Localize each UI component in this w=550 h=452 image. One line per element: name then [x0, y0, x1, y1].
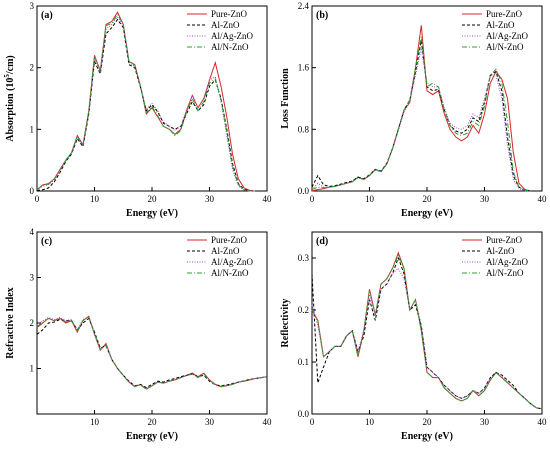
panel-d: 0 10 20 30 40 0.0 0.1 0.2 0.3 (d) Energy (eV) Refle… — [280, 231, 548, 442]
legend-label: Al/Ag-ZnO — [211, 31, 253, 41]
x-tick-label: 20 — [423, 194, 433, 204]
series-line-al-n-zno — [311, 254, 543, 410]
x-axis-title: Energy (eV) — [126, 208, 178, 219]
y-tick-label: 2 — [30, 318, 35, 328]
x-tick-label: 10 — [90, 194, 100, 204]
x-tick-label: 30 — [480, 194, 490, 204]
panel-a: 0 10 20 30 40 0 1 2 3 (a) Energy (eV) Absorption (1… — [3, 1, 272, 219]
x-tick-label: 40 — [538, 194, 548, 204]
panel-b: 0 10 20 30 40 0.0 0.8 1.6 2.4 (b) Energy (eV) Loss … — [280, 1, 547, 219]
x-tick-label: 20 — [423, 417, 433, 427]
x-tick-label: 20 — [148, 417, 158, 427]
x-tick-label: 30 — [205, 194, 215, 204]
y-tick-label: 4 — [30, 227, 35, 237]
series-line-al-zno — [36, 18, 256, 192]
series-line-al-zno — [311, 256, 543, 410]
x-tick-label: 0 — [310, 417, 315, 427]
series-line-pure-zno — [36, 315, 268, 390]
series-line-al-zno — [311, 40, 531, 192]
series-line-al-zno — [36, 317, 268, 389]
legend-label: Al-ZnO — [486, 246, 515, 256]
y-tick-label: 2.4 — [298, 1, 310, 11]
y-tick-label: 1 — [30, 364, 35, 374]
x-tick-label: 0 — [35, 194, 40, 204]
x-tick-label: 10 — [90, 417, 100, 427]
y-tick-label: 3 — [30, 273, 35, 283]
series-line-al-ag-zno — [36, 16, 256, 192]
legend-label: Pure-ZnO — [486, 9, 522, 19]
x-tick-label: 40 — [538, 417, 548, 427]
legend-label: Pure-ZnO — [211, 9, 247, 19]
x-tick-label: 40 — [263, 194, 273, 204]
legend-label: Al/N-ZnO — [486, 42, 524, 52]
legend-label: Al-ZnO — [486, 20, 515, 30]
panel-label: (b) — [316, 10, 328, 21]
series-line-al-ag-zno — [311, 267, 543, 410]
x-tick-label: 0 — [310, 194, 315, 204]
legend-label: Al/N-ZnO — [211, 42, 249, 52]
y-axis-title: Refractive Index — [5, 287, 16, 358]
legend-label: Al-ZnO — [211, 246, 240, 256]
series-line-al-ag-zno — [311, 48, 531, 192]
panel-label: (c) — [41, 236, 52, 247]
series-line-al-n-zno — [36, 13, 256, 192]
x-tick-label: 10 — [365, 417, 375, 427]
x-axis-title: Energy (eV) — [126, 431, 178, 442]
panel-label: (a) — [41, 10, 53, 21]
legend-label: Pure-ZnO — [211, 235, 247, 245]
legend-label: Al-ZnO — [211, 20, 240, 30]
panel-label: (d) — [316, 236, 328, 247]
x-tick-label: 30 — [205, 417, 215, 427]
x-axis-title: Energy (eV) — [401, 208, 453, 219]
y-axis-title: Reflectivity — [280, 299, 291, 348]
y-tick-label: 0.8 — [298, 124, 310, 134]
series-line-pure-zno — [36, 11, 256, 192]
y-tick-label: 0.0 — [298, 409, 310, 419]
y-tick-label: 1 — [30, 124, 35, 134]
y-tick-label: 0.0 — [298, 186, 310, 196]
x-tick-label: 10 — [365, 194, 375, 204]
x-tick-label: 20 — [148, 194, 158, 204]
series-line-al-ag-zno — [36, 316, 268, 390]
panel-c: 10 20 30 40 1 2 3 4 (c) Energy (eV) Refractive Ind… — [5, 227, 272, 442]
y-tick-label: 0 — [30, 186, 35, 196]
series-line-al-n-zno — [36, 316, 268, 391]
legend-label: Al/N-ZnO — [211, 268, 249, 278]
x-axis-title: Energy (eV) — [401, 431, 453, 442]
y-tick-label: 3 — [30, 1, 35, 11]
x-tick-label: 30 — [480, 417, 490, 427]
legend-label: Pure-ZnO — [486, 235, 522, 245]
y-tick-label: 0.1 — [298, 357, 309, 367]
y-tick-label: 0.2 — [298, 305, 309, 315]
legend-label: Al/Ag-ZnO — [486, 31, 528, 41]
y-axis-title: Loss Function — [280, 68, 291, 129]
legend-label: Al/Ag-ZnO — [211, 257, 253, 267]
legend-label: Al/N-ZnO — [486, 268, 524, 278]
y-tick-label: 1.6 — [298, 63, 310, 73]
y-axis-title: Absorption (105/cm) — [3, 55, 16, 142]
series-line-al-n-zno — [311, 36, 531, 192]
x-tick-label: 40 — [263, 417, 273, 427]
y-tick-label: 2 — [30, 63, 35, 73]
y-tick-label: 0.3 — [298, 253, 310, 263]
legend-label: Al/Ag-ZnO — [486, 257, 528, 267]
